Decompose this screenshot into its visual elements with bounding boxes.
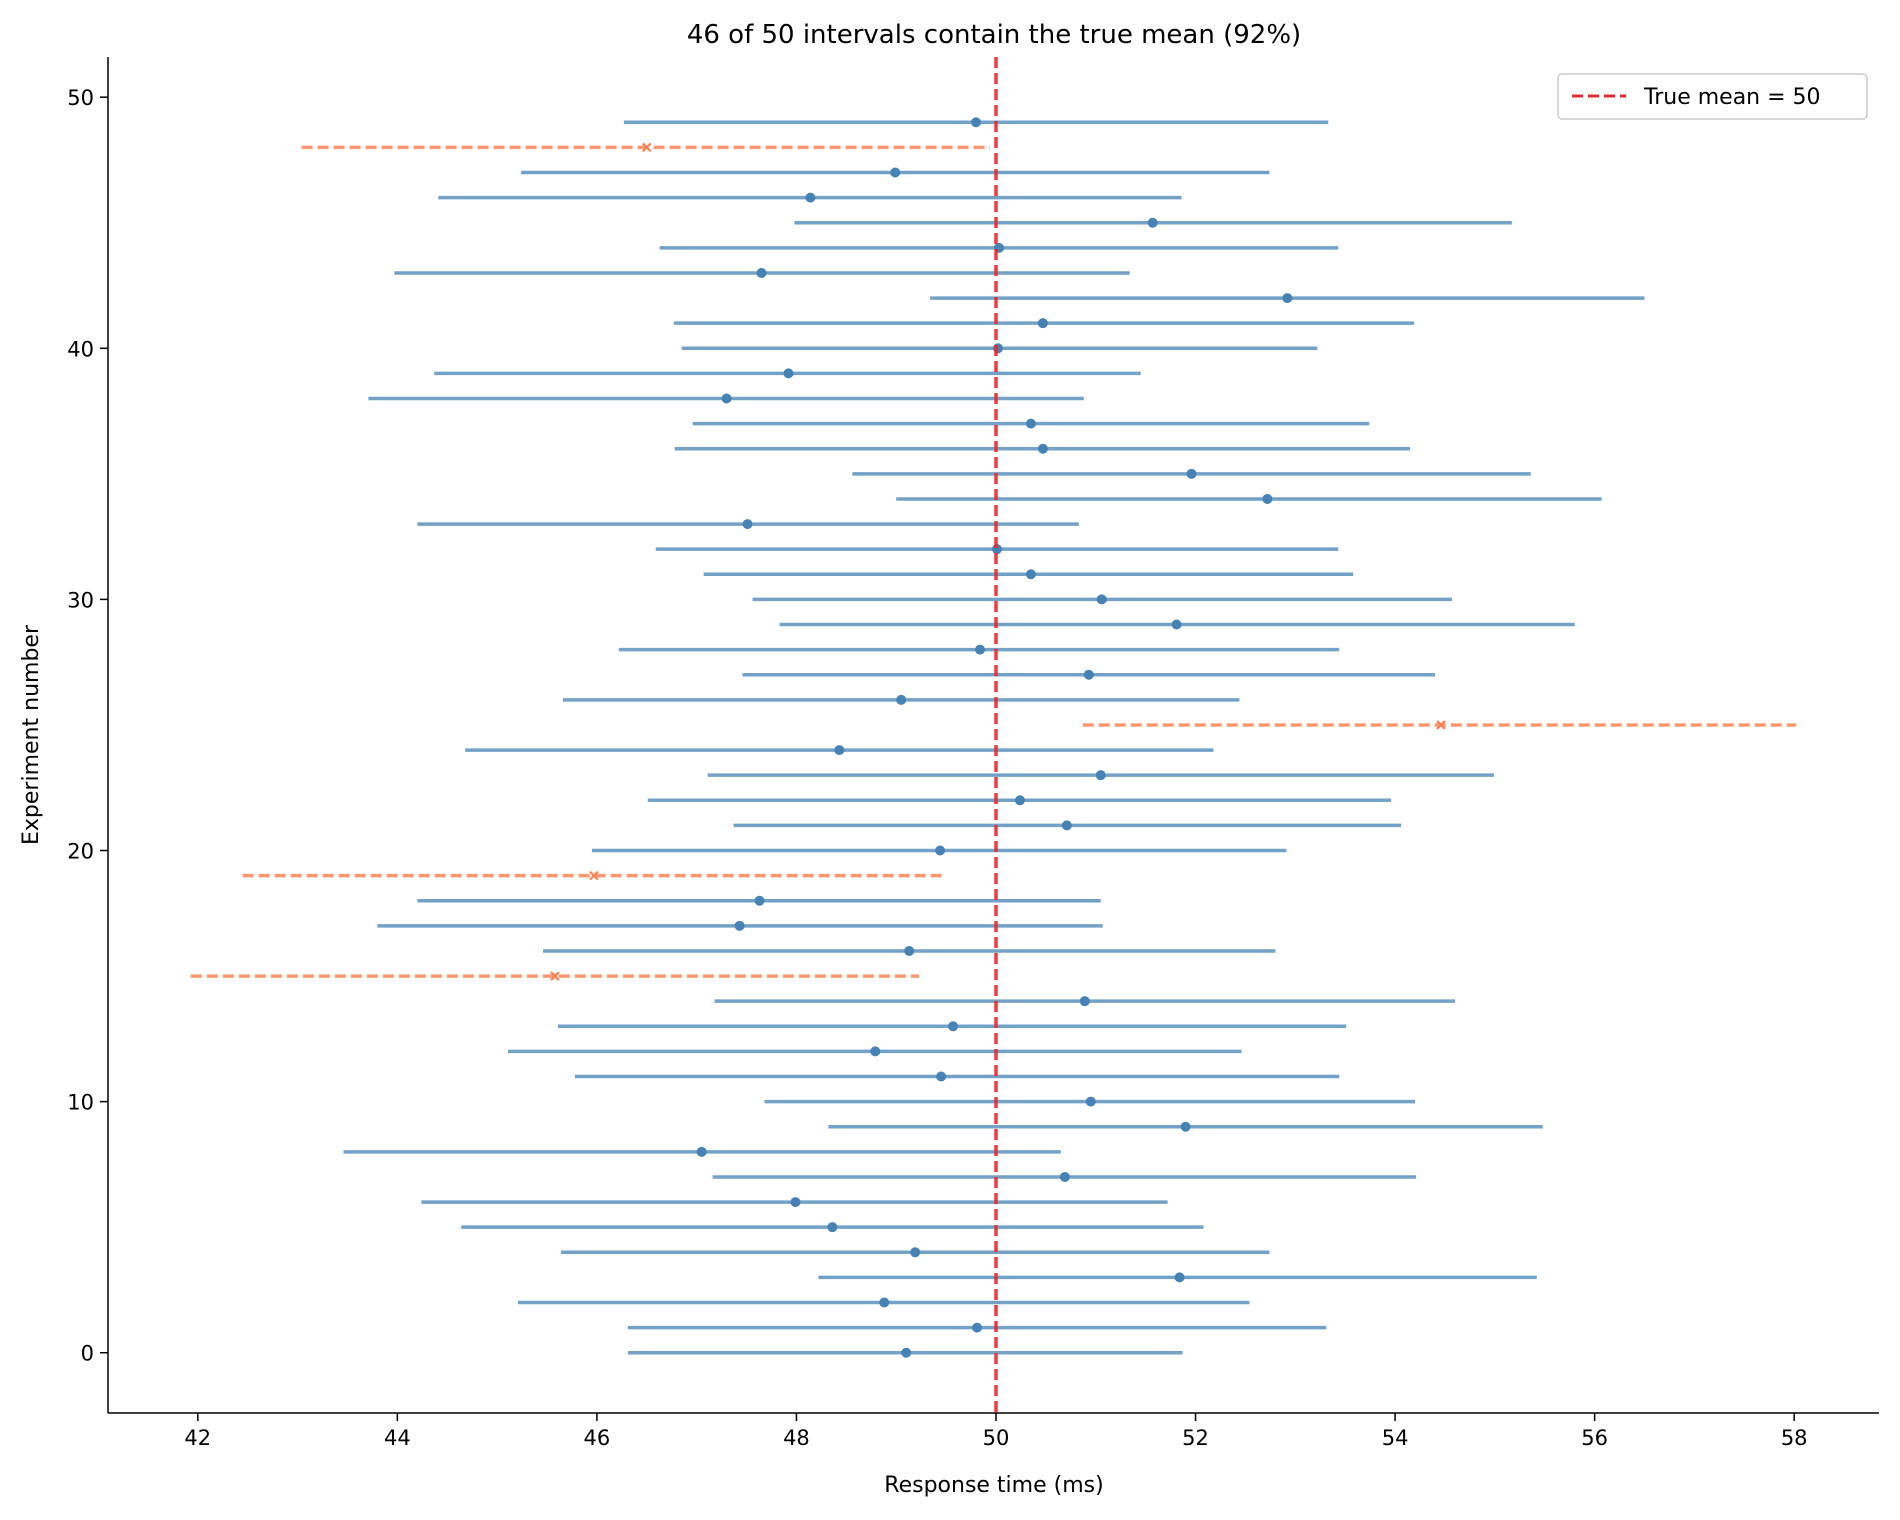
- mean-point: [1079, 996, 1090, 1007]
- mean-point: [1174, 1272, 1185, 1283]
- mean-point: [1037, 318, 1048, 329]
- x-marker-stroke: [642, 142, 652, 153]
- x-tick-label: 46: [584, 1426, 611, 1450]
- mean-point: [1171, 619, 1182, 630]
- mean-point: [1083, 669, 1094, 680]
- x-tick-label: 52: [1182, 1426, 1209, 1450]
- legend: True mean = 50: [1557, 73, 1868, 120]
- mean-point: [936, 1071, 947, 1082]
- mean-point: [696, 1146, 707, 1157]
- y-tick-label: 20: [67, 840, 94, 864]
- missed-mean-marker: [589, 870, 599, 881]
- y-tick-label: 30: [67, 588, 94, 612]
- y-tick-label: 50: [67, 86, 94, 110]
- x-tick-label: 54: [1382, 1426, 1409, 1450]
- mean-point: [870, 1046, 881, 1057]
- mean-point: [1282, 293, 1293, 304]
- mean-point: [972, 1322, 983, 1333]
- mean-point: [742, 519, 753, 530]
- mean-point: [721, 393, 732, 404]
- mean-point: [734, 920, 745, 931]
- legend-label-true-mean: True mean = 50: [1643, 85, 1821, 110]
- x-axis-label: Response time (ms): [884, 1473, 1103, 1498]
- x-tick-label: 42: [184, 1426, 211, 1450]
- mean-point: [805, 192, 816, 203]
- x-tick-label: 50: [983, 1426, 1010, 1450]
- mean-point: [1014, 795, 1025, 806]
- x-marker-stroke: [1436, 720, 1446, 730]
- axes: 42 44 46 48 50 52 54 56 58 0 10 20 30 40 50: [67, 57, 1879, 1450]
- mean-point: [1025, 569, 1036, 580]
- mean-point: [756, 267, 767, 278]
- mean-point: [1186, 468, 1197, 479]
- mean-point: [948, 1021, 959, 1032]
- mean-point: [1061, 820, 1072, 831]
- mean-point: [1095, 770, 1106, 781]
- missed-mean-marker: [1436, 720, 1446, 730]
- mean-point: [1025, 418, 1036, 429]
- x-marker-stroke: [550, 971, 560, 981]
- plot-area: [190, 57, 1797, 1413]
- mean-point: [1147, 217, 1158, 228]
- x-tick-label: 56: [1581, 1426, 1608, 1450]
- x-marker-stroke: [589, 870, 599, 881]
- mean-point: [901, 1347, 912, 1358]
- mean-point: [1085, 1096, 1096, 1107]
- mean-point: [1262, 493, 1273, 504]
- mean-point: [1059, 1171, 1070, 1182]
- missed-mean-marker: [550, 971, 560, 981]
- mean-point: [975, 644, 986, 655]
- mean-point: [910, 1247, 921, 1258]
- mean-point: [783, 368, 794, 379]
- mean-point: [1180, 1121, 1191, 1132]
- mean-point: [754, 895, 765, 906]
- mean-point: [890, 167, 901, 178]
- y-tick-label: 40: [67, 337, 94, 361]
- legend-frame: [1557, 73, 1868, 120]
- mean-point: [896, 694, 907, 705]
- x-tick-label: 48: [783, 1426, 810, 1450]
- y-axis-label: Experiment number: [19, 624, 44, 845]
- mean-point: [827, 1222, 838, 1233]
- missed-mean-marker: [642, 142, 652, 153]
- mean-point: [879, 1297, 890, 1308]
- mean-point: [971, 117, 982, 128]
- x-tick-label: 58: [1781, 1426, 1808, 1450]
- mean-point: [834, 745, 845, 756]
- x-tick-label: 44: [384, 1426, 411, 1450]
- mean-point: [904, 945, 915, 956]
- y-tick-label: 10: [67, 1091, 94, 1115]
- chart-title: 46 of 50 intervals contain the true mean…: [687, 20, 1301, 50]
- y-tick-label: 0: [81, 1342, 94, 1366]
- mean-point: [1096, 594, 1107, 605]
- mean-point: [935, 845, 946, 856]
- mean-point: [1037, 443, 1048, 454]
- mean-point: [790, 1197, 801, 1208]
